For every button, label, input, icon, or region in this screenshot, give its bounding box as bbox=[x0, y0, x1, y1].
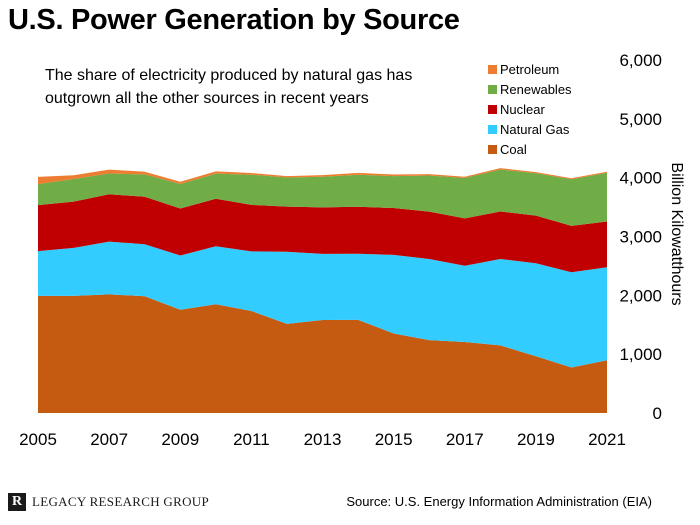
y-tick-label: 5,000 bbox=[619, 110, 662, 129]
x-tick-label: 2011 bbox=[233, 430, 270, 449]
y-tick-label: 6,000 bbox=[619, 51, 662, 70]
area-nuclear bbox=[38, 194, 607, 273]
y-tick-label: 0 bbox=[653, 404, 662, 423]
legend-label-coal: Coal bbox=[500, 142, 527, 157]
annotation-line-2: outgrown all the other sources in recent… bbox=[45, 90, 369, 107]
legend-label-renewables: Renewables bbox=[500, 82, 572, 97]
source-note: Source: U.S. Energy Information Administ… bbox=[346, 494, 652, 509]
legend-swatch-natural-gas bbox=[488, 125, 497, 134]
x-tick-label: 2013 bbox=[304, 430, 342, 449]
area-petroleum bbox=[38, 168, 607, 185]
x-tick-label: 2017 bbox=[446, 430, 484, 449]
legend-swatch-coal bbox=[488, 145, 497, 154]
area-renewables bbox=[38, 169, 607, 226]
chart: Petroleum Renewables Nuclear Natural Gas Coa… bbox=[19, 51, 685, 449]
legend-swatch-nuclear bbox=[488, 105, 497, 114]
x-tick-label: 2009 bbox=[161, 430, 199, 449]
y-tick-label: 1,000 bbox=[619, 345, 662, 364]
y-tick-label: 2,000 bbox=[619, 286, 662, 305]
x-axis-ticks: 2005 2007 2009 2011 2013 2015 2017 2019 2021 bbox=[19, 430, 626, 449]
x-tick-label: 2005 bbox=[19, 430, 57, 449]
legend-label-nuclear: Nuclear bbox=[500, 102, 545, 117]
legend-swatch-petroleum bbox=[488, 65, 497, 74]
area-coal bbox=[38, 294, 607, 413]
area-natural-gas bbox=[38, 241, 607, 368]
y-axis-label: Billion Kilowatthours bbox=[668, 162, 685, 305]
x-tick-label: 2019 bbox=[517, 430, 555, 449]
brand-logo: R LEGACY RESEARCH GROUP bbox=[8, 493, 209, 511]
y-axis-ticks: 0 1,000 2,000 3,000 4,000 5,000 6,000 bbox=[619, 51, 662, 423]
x-tick-label: 2021 bbox=[588, 430, 626, 449]
chart-title: U.S. Power Generation by Source bbox=[8, 4, 460, 36]
legend: Petroleum Renewables Nuclear Natural Gas Coa… bbox=[488, 62, 572, 157]
x-tick-label: 2015 bbox=[375, 430, 413, 449]
y-tick-label: 3,000 bbox=[619, 228, 662, 247]
y-tick-label: 4,000 bbox=[619, 169, 662, 188]
x-tick-label: 2007 bbox=[90, 430, 128, 449]
legend-label-petroleum: Petroleum bbox=[500, 62, 559, 77]
logo-icon: R bbox=[8, 493, 26, 511]
legend-label-natural-gas: Natural Gas bbox=[500, 122, 570, 137]
logo-text: LEGACY RESEARCH GROUP bbox=[32, 494, 210, 509]
area-layers bbox=[38, 168, 607, 413]
annotation-line-1: The share of electricity produced by nat… bbox=[45, 67, 412, 84]
legend-swatch-renewables bbox=[488, 85, 497, 94]
